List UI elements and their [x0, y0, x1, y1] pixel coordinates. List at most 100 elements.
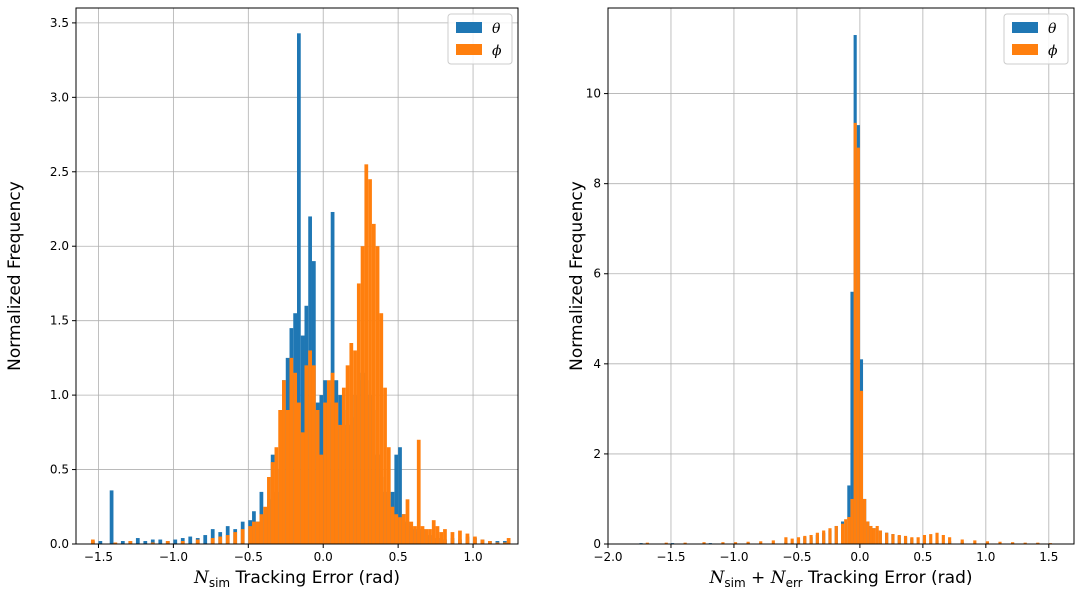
bar-phi [435, 526, 440, 544]
bar-phi [973, 540, 977, 544]
bar-phi [345, 365, 350, 544]
bar-theta [188, 536, 193, 544]
bar-phi [308, 350, 312, 544]
bar-phi [225, 535, 230, 544]
axes-frame [607, 7, 1075, 545]
bar-phi [360, 246, 365, 544]
bar-phi [180, 541, 185, 544]
bar-phi [948, 537, 952, 544]
bar-phi [390, 506, 395, 544]
bar-phi [274, 447, 279, 544]
bar-phi [506, 538, 511, 544]
bar-phi [929, 534, 933, 544]
x-tick-label: 0.0 [314, 550, 333, 564]
series-theta [639, 35, 1059, 544]
bar-phi [683, 542, 687, 544]
y-tick-label: 0 [593, 537, 601, 551]
bar-phi [285, 410, 290, 544]
y-tick-label: 2 [593, 447, 601, 461]
x-tick-label: 1.0 [464, 550, 483, 564]
bar-phi [282, 380, 286, 544]
bar-phi [721, 542, 725, 544]
bar-phi [935, 532, 939, 544]
grid [607, 8, 1074, 545]
bar-theta [109, 490, 114, 544]
bar-phi [195, 539, 200, 544]
bar-phi [985, 541, 989, 544]
bar-phi [267, 477, 271, 544]
bar-phi [428, 529, 432, 544]
bar-phi [150, 542, 155, 544]
legend-box [447, 13, 513, 65]
bar-phi [330, 372, 335, 544]
bar-theta [143, 541, 148, 544]
x-axis-label: Nsim Tracking Error (rad) [193, 568, 400, 590]
bar-phi [878, 530, 882, 544]
series-phi [90, 164, 511, 544]
bar-phi [128, 541, 133, 544]
y-tick-label: 6 [593, 267, 601, 281]
bar-phi [784, 537, 788, 544]
bar-phi [733, 542, 738, 544]
bar-phi [796, 537, 801, 544]
y-tick-label: 1.5 [50, 314, 69, 328]
y-tick-label: 3.0 [50, 90, 69, 104]
bar-phi [922, 534, 927, 544]
x-tick-label: 0.5 [389, 550, 408, 564]
bar-phi [248, 526, 253, 544]
bar-phi [495, 542, 500, 544]
bar-phi [664, 542, 668, 544]
x-tick-label: −2.0 [593, 550, 622, 564]
bar-phi [834, 525, 838, 544]
bar-phi [431, 520, 436, 544]
bar-phi [1011, 542, 1015, 544]
legend-label-theta: θ [492, 21, 501, 37]
bar-phi [645, 542, 649, 544]
y-tick-label: 10 [586, 87, 601, 101]
bar-phi [828, 528, 832, 544]
bar-theta [150, 539, 155, 544]
bar-theta [173, 539, 178, 544]
y-tick-label: 8 [593, 177, 601, 191]
bar-phi [386, 447, 391, 544]
bar-phi [910, 537, 914, 544]
bar-phi [297, 402, 301, 544]
bar-phi [353, 350, 357, 544]
x-tick-label: −0.5 [234, 550, 263, 564]
bar-phi [278, 410, 283, 544]
legend-swatch-theta [1012, 22, 1038, 33]
bar-phi [891, 534, 895, 544]
bar-phi [240, 529, 245, 544]
bar-phi [960, 539, 964, 544]
bar-theta [203, 535, 208, 544]
legend-label-theta: θ [1048, 21, 1057, 37]
x-tick-label: 0.5 [913, 550, 932, 564]
bar-phi [822, 530, 826, 544]
bar-phi [488, 541, 492, 544]
bar-phi [379, 313, 384, 544]
bar-theta [847, 485, 851, 544]
axes-frame [75, 7, 519, 545]
bar-phi [885, 532, 889, 544]
bar-phi [439, 532, 444, 544]
bar-phi [375, 246, 380, 544]
bar-phi [323, 402, 327, 544]
legend-label-phi: ϕ [1048, 43, 1058, 59]
bar-theta [398, 447, 402, 544]
bar-phi [790, 538, 794, 544]
y-axis-label: Normalized Frequency [5, 181, 25, 371]
bar-phi [916, 537, 920, 544]
bar-phi [863, 498, 867, 544]
bar-phi [409, 521, 414, 544]
bar-phi [759, 541, 763, 544]
y-tick-label: 0.5 [50, 463, 69, 477]
legend-swatch-theta [456, 22, 482, 33]
bar-phi [293, 372, 297, 544]
bar-phi [473, 536, 477, 544]
x-tick-label: −1.0 [719, 550, 748, 564]
legend-label-phi: ϕ [492, 43, 502, 59]
bar-theta [297, 33, 301, 544]
bar-phi [413, 526, 417, 544]
bar-phi [270, 462, 275, 544]
